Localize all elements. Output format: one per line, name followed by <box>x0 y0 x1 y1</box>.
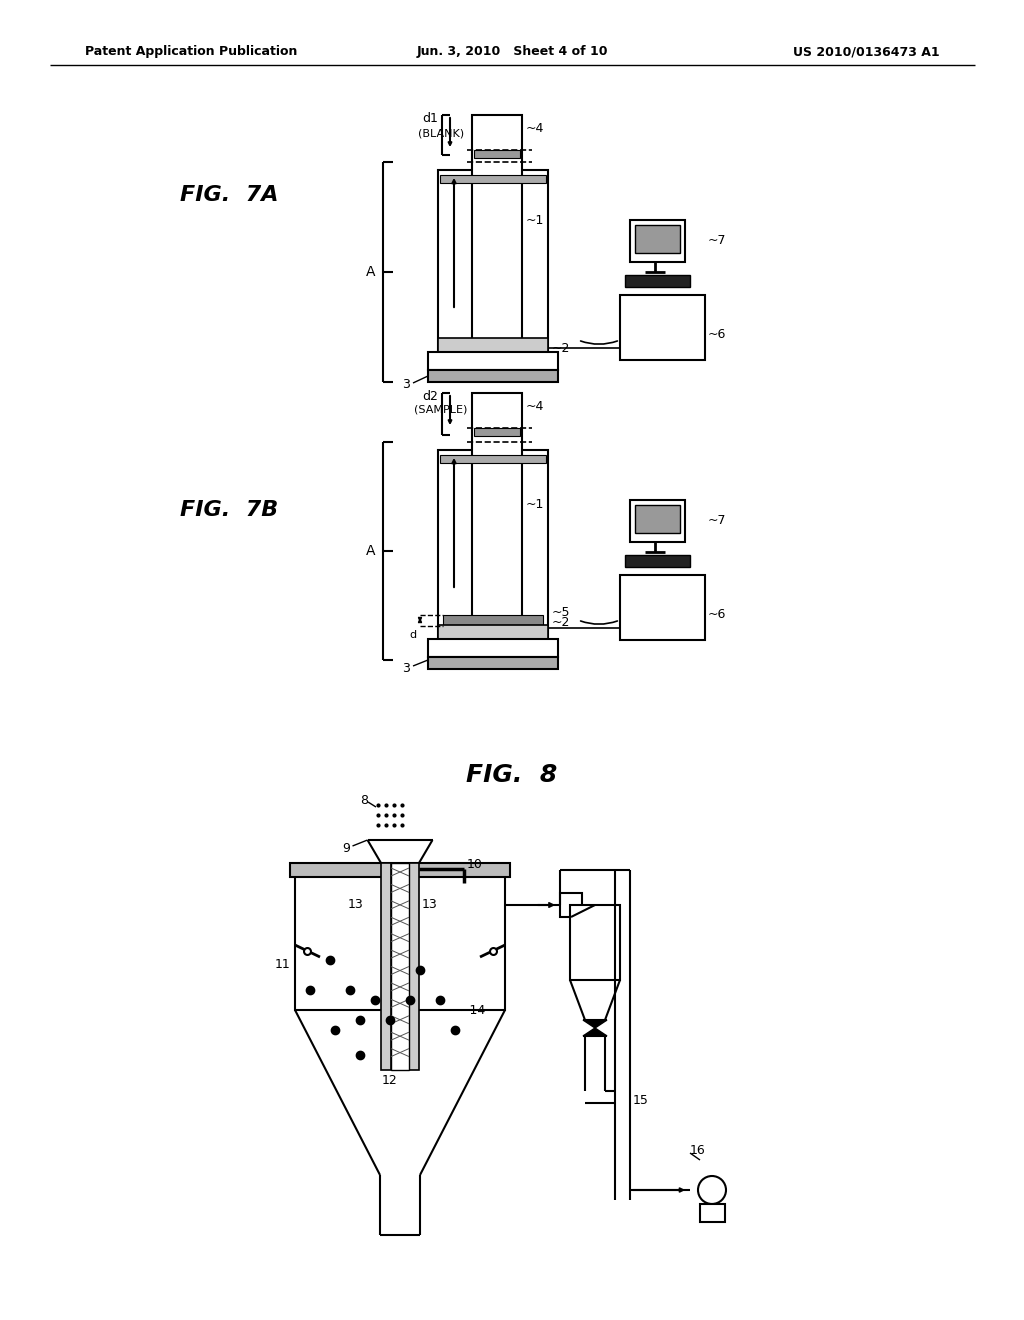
Text: ~4: ~4 <box>526 121 545 135</box>
Bar <box>625 275 690 286</box>
Bar <box>635 224 680 253</box>
Bar <box>438 624 548 639</box>
Text: ~5: ~5 <box>552 606 570 619</box>
Bar <box>570 906 620 979</box>
Text: 8: 8 <box>360 793 368 807</box>
Text: A: A <box>366 544 375 558</box>
Text: 13: 13 <box>347 899 362 912</box>
Bar <box>428 370 558 381</box>
Text: ~4: ~4 <box>526 400 545 412</box>
Bar <box>428 639 558 657</box>
Text: 3: 3 <box>402 661 410 675</box>
Bar <box>472 115 522 370</box>
Bar <box>630 500 685 543</box>
Bar <box>474 428 520 436</box>
Polygon shape <box>583 1028 607 1036</box>
Bar <box>625 554 690 568</box>
Text: 16: 16 <box>690 1143 706 1156</box>
Bar <box>620 576 705 640</box>
Text: ~7: ~7 <box>708 234 726 247</box>
Text: ~6: ~6 <box>708 329 726 342</box>
Text: ~1: ~1 <box>526 499 545 511</box>
Bar <box>428 352 558 370</box>
Text: 10: 10 <box>467 858 483 871</box>
Text: d: d <box>410 630 417 640</box>
Bar <box>409 863 419 1071</box>
Text: 9: 9 <box>342 842 350 854</box>
Text: (SAMPLE): (SAMPLE) <box>414 405 467 414</box>
Bar <box>635 506 680 533</box>
Text: A: A <box>366 265 375 279</box>
Text: 11: 11 <box>274 958 290 972</box>
Text: 15: 15 <box>633 1093 649 1106</box>
Text: d1: d1 <box>422 111 438 124</box>
Text: 12: 12 <box>382 1073 398 1086</box>
Bar <box>295 875 505 1010</box>
Text: (BLANK): (BLANK) <box>418 128 464 139</box>
Text: ~1: ~1 <box>526 214 545 227</box>
Text: d2: d2 <box>422 389 438 403</box>
Text: US 2010/0136473 A1: US 2010/0136473 A1 <box>794 45 940 58</box>
Text: ~6: ~6 <box>708 609 726 622</box>
Bar <box>438 338 548 352</box>
Bar <box>381 863 391 1071</box>
Bar <box>700 1204 725 1222</box>
Text: 3: 3 <box>402 379 410 392</box>
Bar <box>440 455 546 463</box>
Bar <box>472 393 522 649</box>
Polygon shape <box>583 1020 607 1028</box>
Text: FIG.  7A: FIG. 7A <box>180 185 279 205</box>
Bar <box>391 863 409 1071</box>
Text: ~2: ~2 <box>552 615 570 628</box>
Bar <box>440 176 546 183</box>
Bar <box>474 150 520 158</box>
Text: ~2: ~2 <box>552 342 570 355</box>
Bar <box>620 294 705 360</box>
Bar <box>290 863 510 876</box>
Bar <box>443 615 543 624</box>
Text: ~7: ~7 <box>708 513 726 527</box>
Text: 13: 13 <box>422 899 437 912</box>
Bar <box>428 657 558 669</box>
Bar <box>630 220 685 261</box>
Text: FIG.  8: FIG. 8 <box>466 763 558 787</box>
Text: ~14: ~14 <box>460 1003 486 1016</box>
Bar <box>560 894 582 917</box>
Text: FIG.  7B: FIG. 7B <box>180 500 279 520</box>
Bar <box>438 450 548 649</box>
Text: Patent Application Publication: Patent Application Publication <box>85 45 297 58</box>
Bar <box>438 170 548 370</box>
Text: Jun. 3, 2010   Sheet 4 of 10: Jun. 3, 2010 Sheet 4 of 10 <box>416 45 608 58</box>
